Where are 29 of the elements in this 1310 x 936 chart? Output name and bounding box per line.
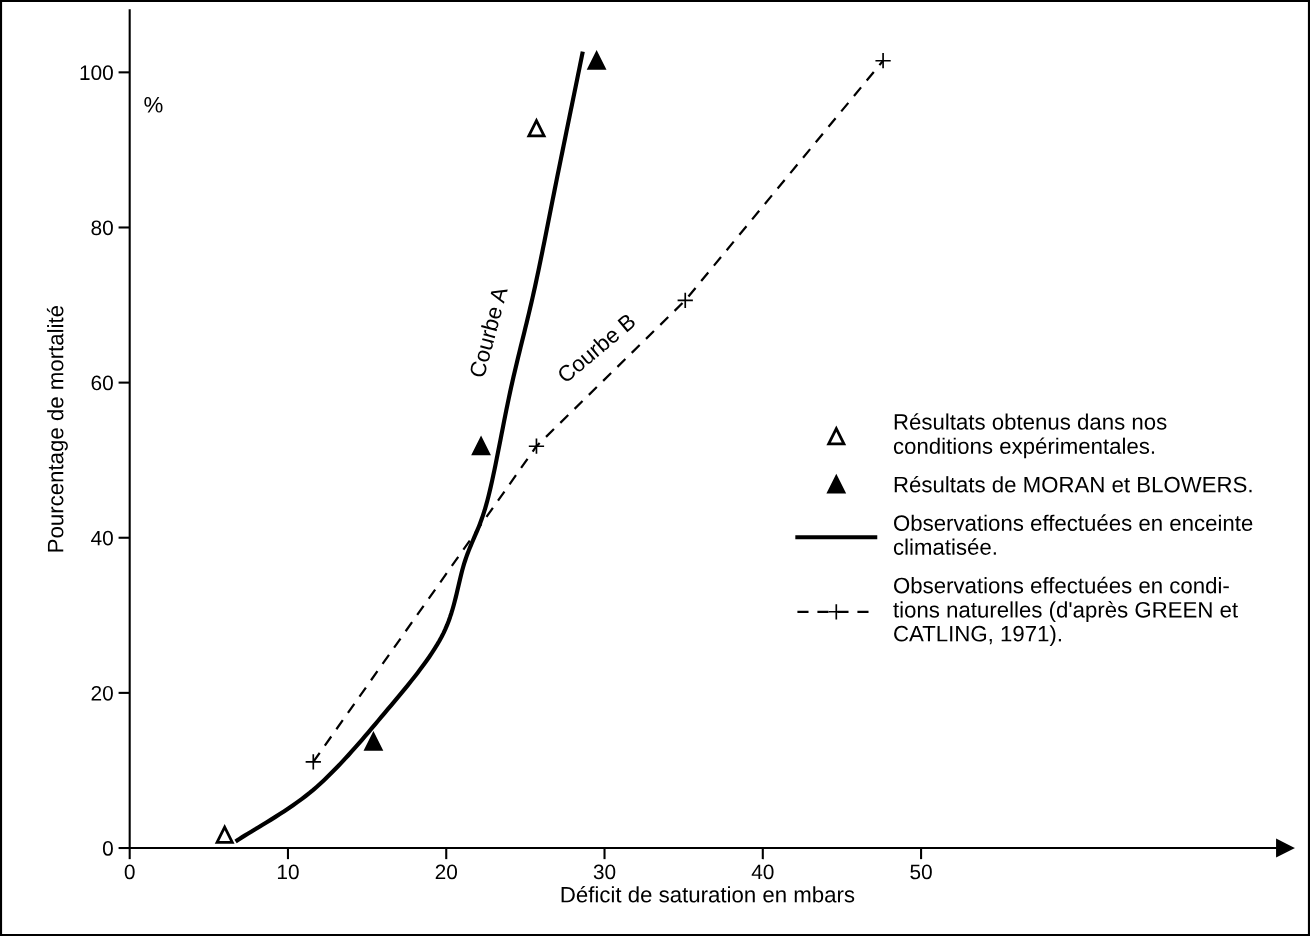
y-tick-label: 60 (91, 375, 113, 391)
legend-label: Résultats obtenus dans nos conditions expérimentales. (893, 413, 1167, 459)
y-tick-label: 0 (102, 841, 113, 856)
y-tick-label: 80 (91, 220, 113, 236)
point (527, 437, 545, 455)
point (304, 753, 322, 771)
x-tick-label: 10 (277, 864, 299, 880)
x-tick-label: 50 (910, 864, 932, 880)
x-axis-title: Déficit de saturation en mbars (561, 885, 855, 903)
legend-label: Résultats de MORAN et BLOWERS. (894, 475, 1252, 493)
point (472, 437, 491, 456)
y-tick-label: 40 (91, 530, 113, 546)
y-axis-title: Pourcentage de mortalité (46, 305, 68, 552)
x-tick-label: 30 (593, 864, 616, 880)
y-tick-label: 20 (91, 685, 113, 701)
y-tick-label: 100 (80, 65, 113, 81)
annotation: % (144, 96, 163, 113)
x-tick-label: 40 (751, 864, 774, 880)
annotation: Courbe A (468, 285, 508, 379)
point (587, 51, 606, 70)
point (364, 732, 383, 751)
legend-label: Observations effectuées en enceinte climatisée. (893, 514, 1253, 555)
point (676, 291, 694, 309)
point (527, 119, 546, 138)
legend-label: Observations effectuées en condi- tions naturelles (d'après GREEN et CATLING, 1971). (893, 576, 1238, 646)
x-tick-label: 0 (124, 864, 135, 880)
x-tick-label: 20 (435, 864, 458, 880)
point (874, 52, 892, 70)
point (215, 825, 234, 844)
